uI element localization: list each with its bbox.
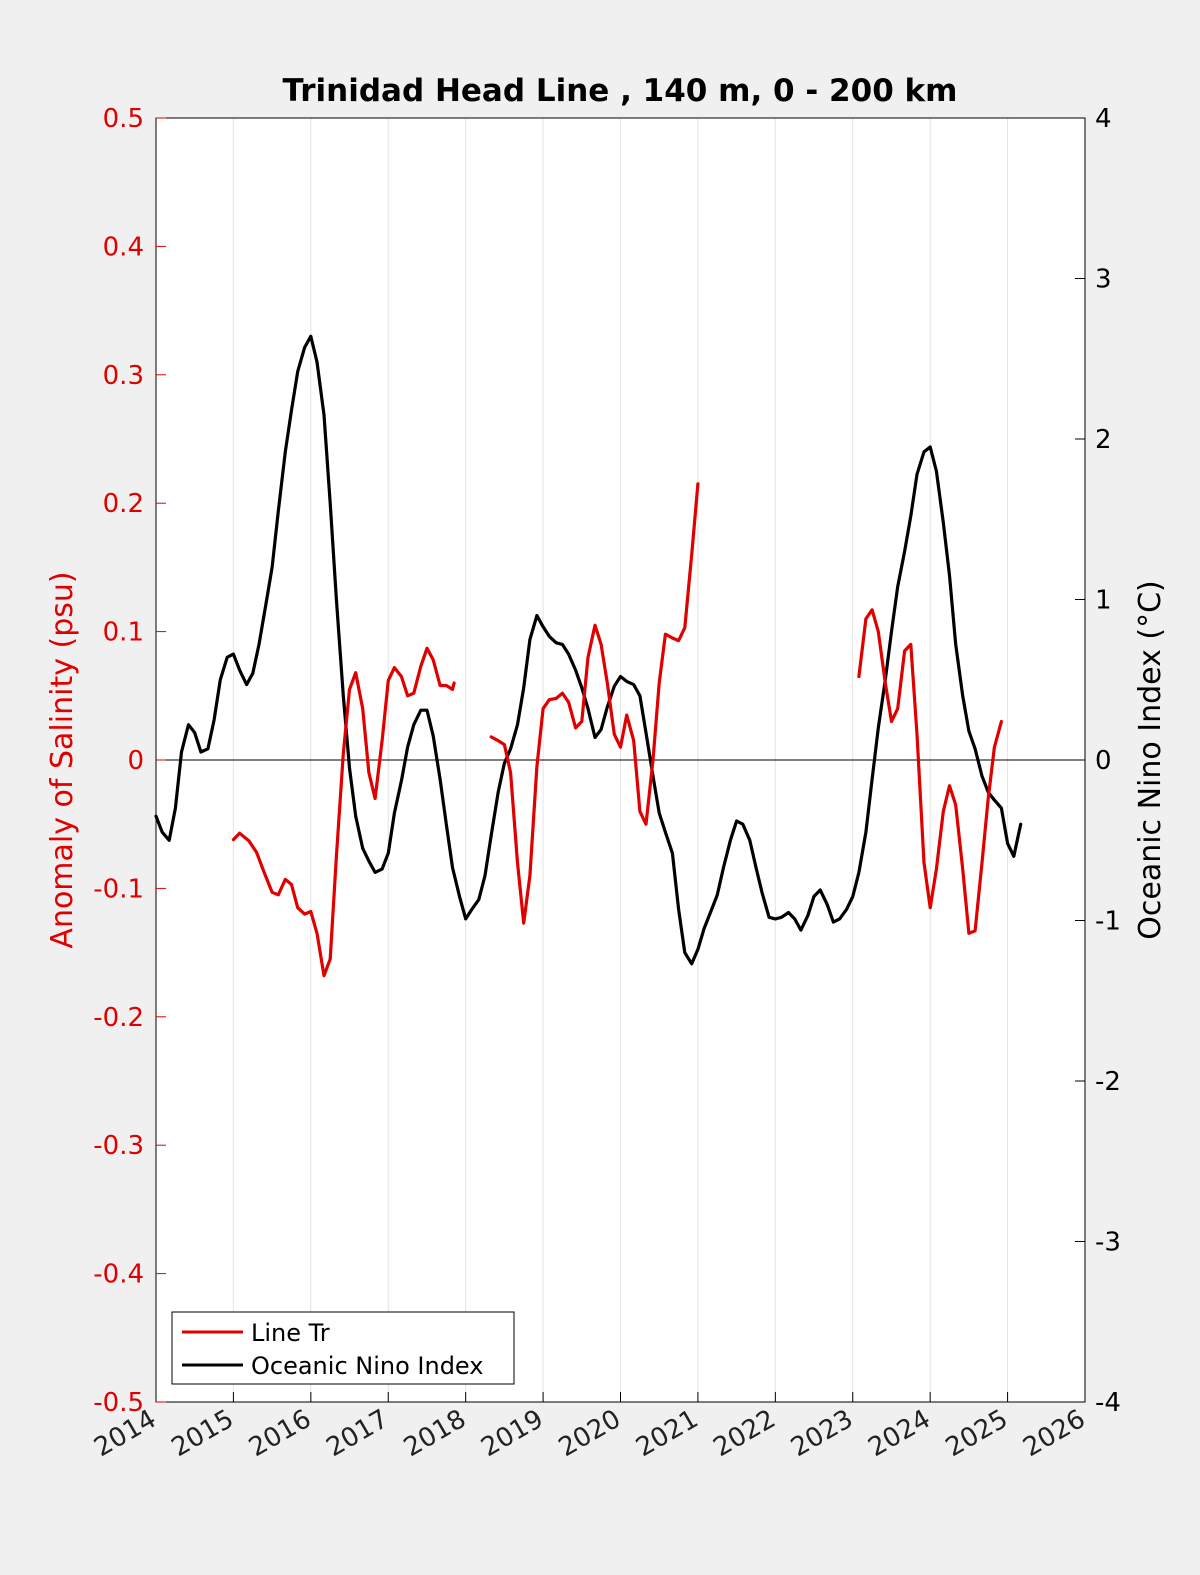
legend-box [171,1311,515,1385]
y-tick-label-left: -0.1 [93,874,144,904]
series-line-tr-segment-1 [489,482,700,925]
chart-title: Trinidad Head Line , 140 m, 0 - 200 km [283,73,958,109]
y-tick-label-left: -0.5 [93,1388,144,1418]
series-layer [154,334,1023,978]
y-tick-label-left: -0.2 [93,1003,144,1033]
y-axis-label-left: Anomaly of Salinity (psu) [45,571,80,948]
y-tick-label-left: 0.2 [103,489,144,519]
x-tick-label: 2024 [863,1404,935,1463]
y-tick-label-right: -3 [1095,1228,1121,1258]
y-tick-label-left: 0.3 [103,361,144,391]
x-tick-label: 2022 [709,1404,781,1463]
x-tick-label: 2021 [631,1404,703,1463]
x-tick-label: 2020 [554,1404,626,1463]
y-tick-label-left: 0.1 [103,618,144,648]
x-tick-label: 2023 [786,1404,858,1463]
y-tick-label-left: 0 [127,746,144,776]
y-tick-label-left: 0.4 [103,232,144,262]
y-tick-label-left: 0.5 [103,104,144,134]
y-tick-label-right: 4 [1095,104,1112,134]
x-tick-label: 2015 [167,1404,239,1463]
series-oni-segment-0 [154,334,1023,966]
x-tick-label: 2018 [399,1404,471,1463]
x-tick-label: 2025 [941,1404,1013,1463]
legend: Line Tr Oceanic Nino Index [171,1311,515,1385]
y-tick-label-right: -1 [1095,907,1121,937]
y-tick-label-right: 0 [1095,746,1112,776]
x-tick-label: 2019 [476,1404,548,1463]
y-tick-label-right: 1 [1095,586,1112,616]
legend-label-line-tr: Line Tr [251,1319,330,1347]
legend-label-oni: Oceanic Nino Index [251,1352,483,1380]
x-tick-label: 2017 [321,1404,393,1463]
y-tick-label-right: -2 [1095,1067,1121,1097]
x-tick-label: 2016 [244,1404,316,1463]
y-axis-label-right: Oceanic Nino Index (°C) [1133,580,1168,940]
y-tick-label-right: -4 [1095,1388,1121,1418]
series-line-tr-segment-0 [231,646,456,978]
series-line-tr-segment-2 [857,608,1003,935]
y-tick-label-left: -0.3 [93,1131,144,1161]
x-tick-label: 2026 [1018,1404,1090,1463]
y-tick-label-right: 2 [1095,425,1112,455]
y-tick-label-left: -0.4 [93,1260,144,1290]
y-tick-label-right: 3 [1095,265,1112,295]
